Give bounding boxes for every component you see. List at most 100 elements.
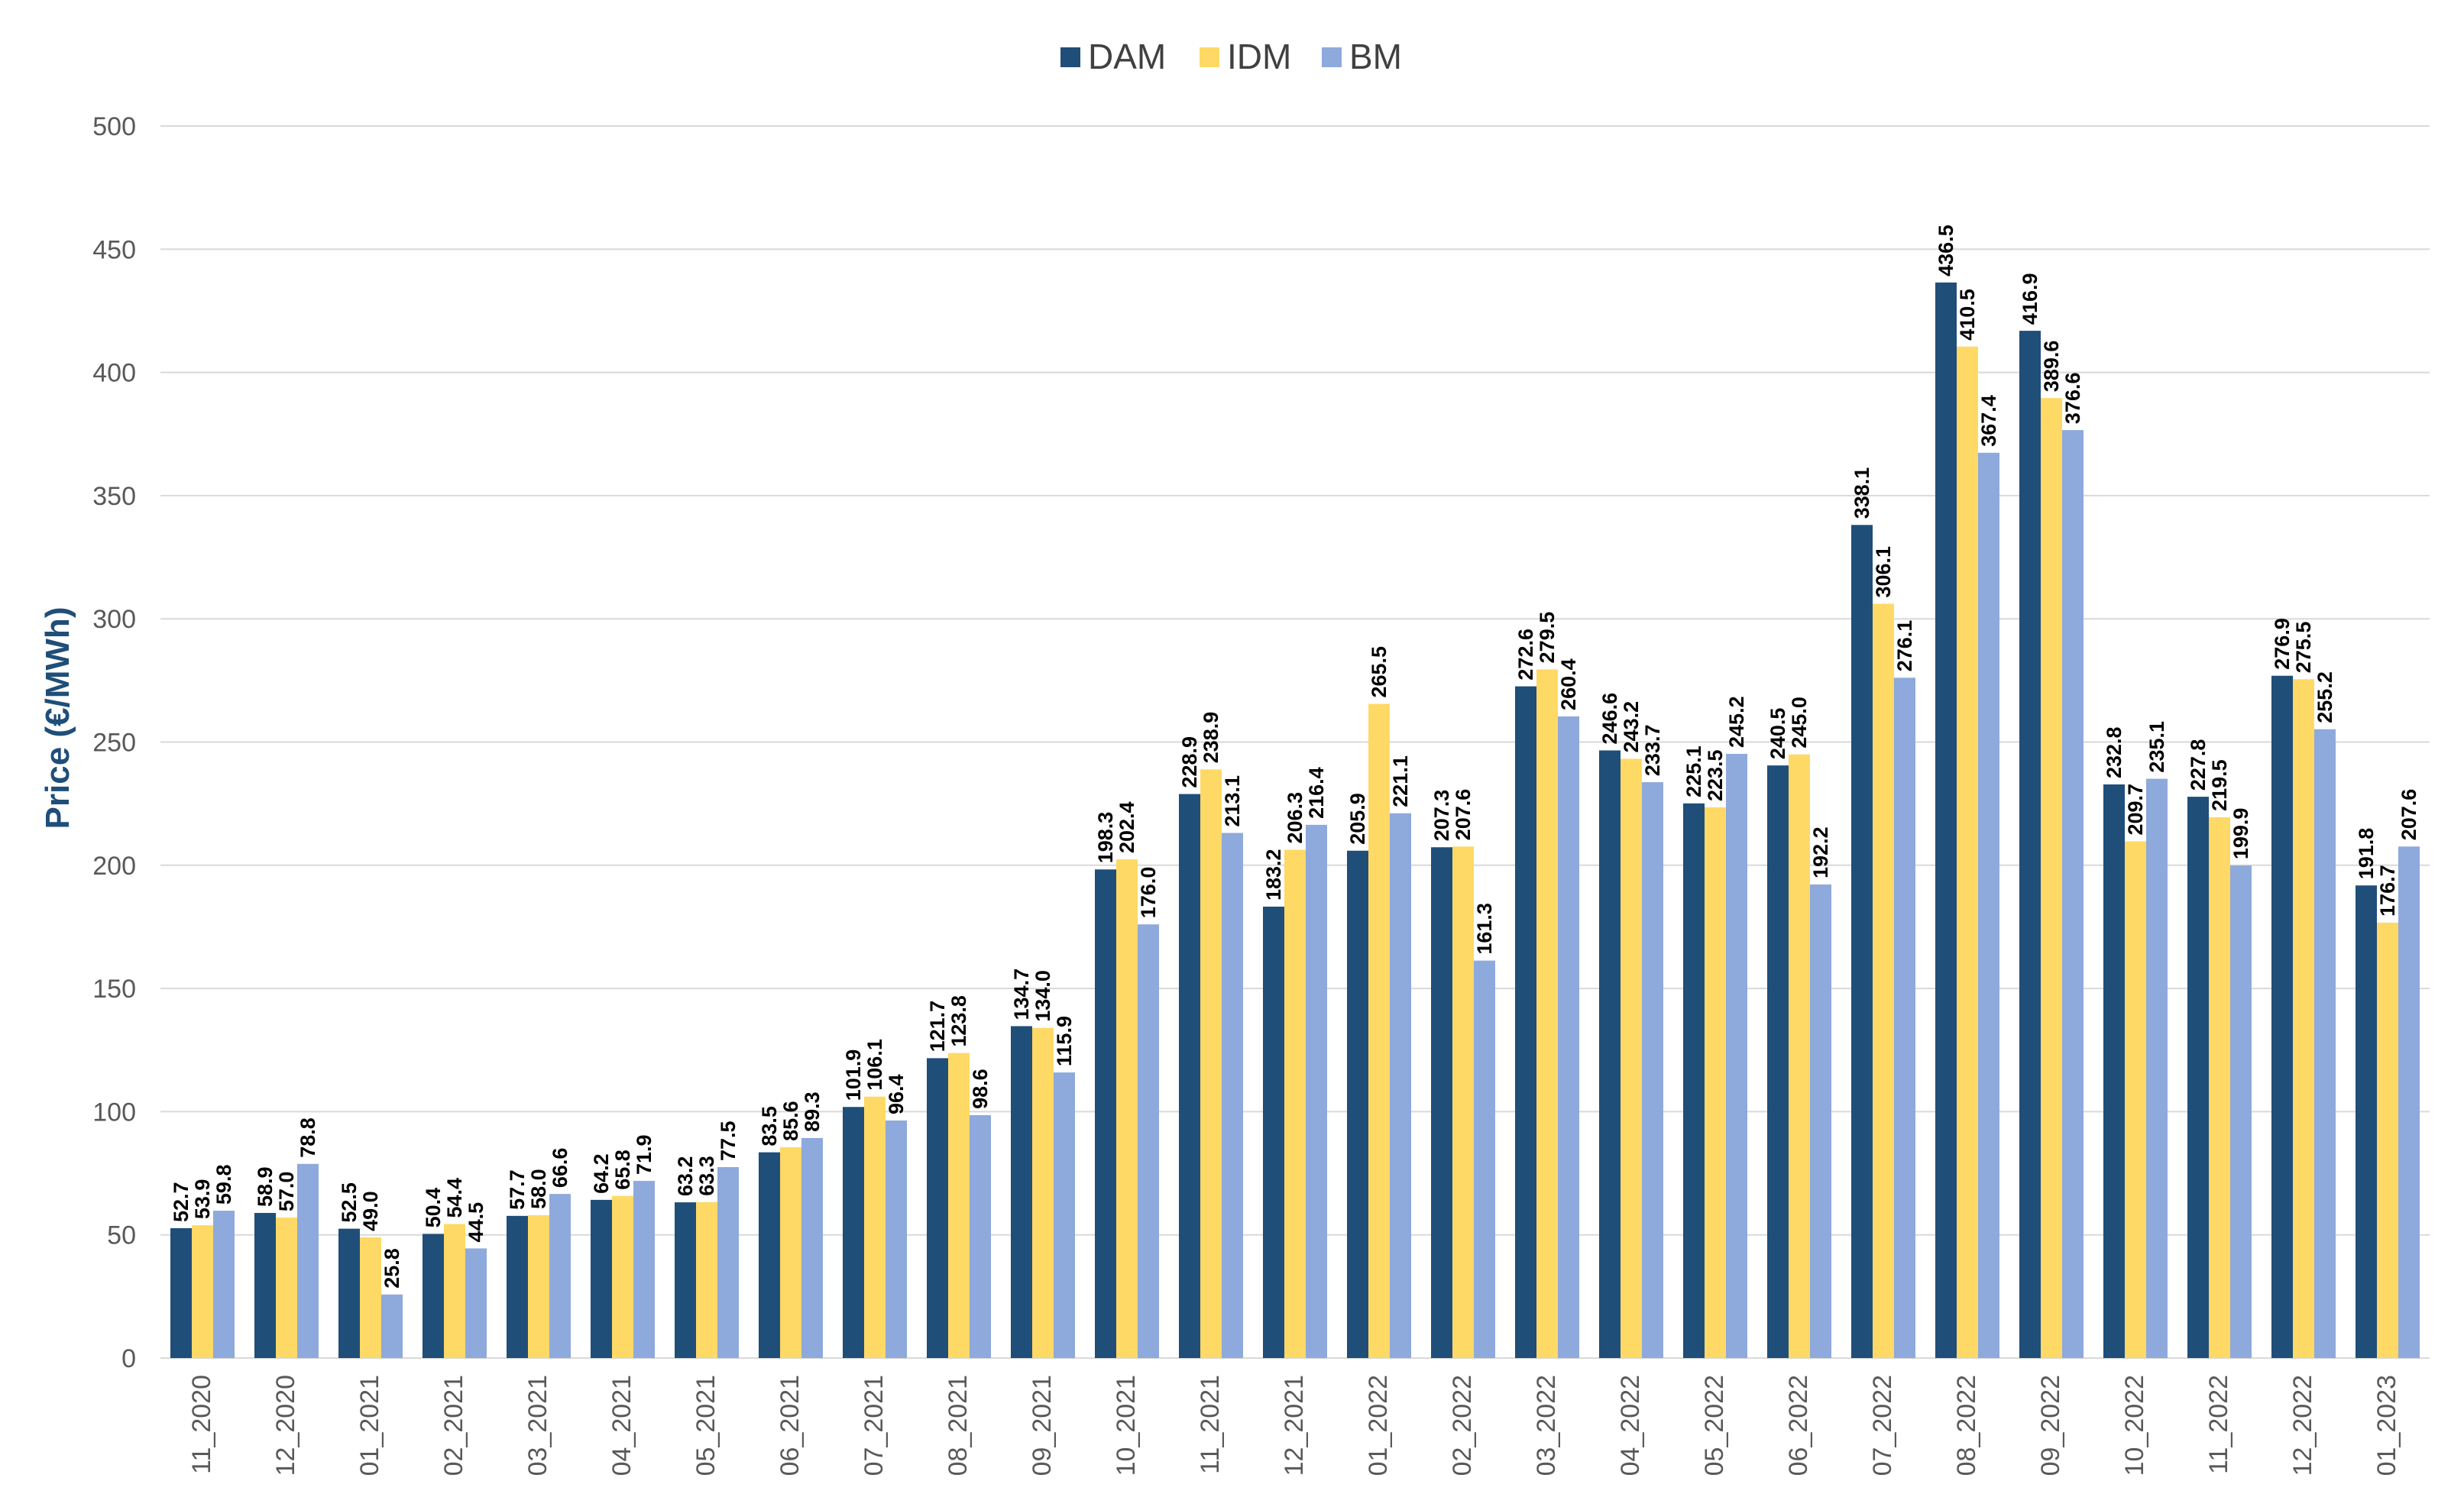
- data-label-idm-12_2020: 57.0: [275, 1172, 298, 1212]
- x-tick-label: 11_2020: [187, 1375, 216, 1474]
- data-label-idm-10_2021: 202.4: [1115, 801, 1138, 853]
- data-label-idm-07_2021: 106.1: [863, 1039, 886, 1091]
- data-label-idm-03_2022: 279.5: [1536, 612, 1559, 664]
- bar-idm-01_2022: [1368, 703, 1390, 1358]
- bar-bm-02_2022: [1474, 960, 1495, 1358]
- bar-dam-08_2021: [927, 1058, 948, 1358]
- data-label-bm-04_2022: 233.7: [1641, 725, 1664, 777]
- bar-dam-12_2022: [2271, 675, 2293, 1358]
- bar-bm-03_2021: [549, 1194, 571, 1358]
- y-tick-label: 350: [92, 482, 136, 511]
- data-label-dam-09_2022: 416.9: [2019, 273, 2041, 325]
- legend-swatch-dam: [1060, 47, 1080, 67]
- bar-bm-03_2022: [1558, 716, 1579, 1358]
- y-axis-label: Price (€/MWh): [39, 607, 76, 829]
- y-tick-label: 400: [92, 359, 136, 388]
- bar-idm-09_2021: [1032, 1027, 1054, 1358]
- bar-dam-08_2022: [1935, 282, 1957, 1358]
- bar-bm-12_2022: [2314, 729, 2336, 1358]
- data-label-bm-12_2020: 78.8: [296, 1117, 319, 1158]
- data-label-idm-11_2021: 238.9: [1200, 712, 1222, 764]
- bar-bm-07_2021: [886, 1121, 907, 1358]
- legend-label-bm: BM: [1349, 37, 1402, 76]
- bar-dam-06_2021: [759, 1152, 780, 1358]
- x-tick-label: 11_2021: [1196, 1375, 1225, 1474]
- x-tick-label: 04_2021: [607, 1375, 636, 1476]
- data-label-dam-02_2022: 207.3: [1430, 790, 1453, 842]
- bar-dam-04_2022: [1599, 750, 1621, 1358]
- bar-idm-02_2021: [444, 1224, 465, 1358]
- legend-swatch-idm: [1200, 47, 1219, 67]
- bar-idm-11_2020: [192, 1225, 213, 1358]
- data-label-bm-12_2022: 255.2: [2313, 671, 2336, 723]
- bar-bm-11_2022: [2230, 865, 2252, 1358]
- x-tick-label: 12_2021: [1280, 1375, 1309, 1476]
- x-tick-label: 05_2022: [1700, 1375, 1729, 1476]
- data-label-dam-11_2021: 228.9: [1178, 736, 1201, 788]
- bar-dam-01_2023: [2356, 885, 2377, 1358]
- data-label-bm-12_2021: 216.4: [1305, 767, 1328, 819]
- x-tick-label: 08_2022: [1952, 1375, 1981, 1476]
- data-label-dam-09_2021: 134.7: [1010, 969, 1033, 1020]
- data-label-dam-08_2022: 436.5: [1935, 225, 1957, 276]
- data-label-dam-08_2021: 121.7: [926, 1001, 949, 1053]
- bar-dam-07_2021: [843, 1107, 864, 1358]
- x-tick-label: 03_2021: [523, 1375, 552, 1476]
- x-tick-label: 07_2021: [860, 1375, 889, 1476]
- data-label-idm-08_2021: 123.8: [947, 995, 970, 1047]
- bar-idm-08_2022: [1957, 346, 1978, 1358]
- x-tick-label: 06_2021: [775, 1375, 805, 1476]
- data-label-idm-06_2021: 85.6: [779, 1101, 802, 1141]
- bar-bm-05_2022: [1726, 753, 1747, 1358]
- x-axis-ticks: 11_2020 12_2020 01_2021 02_2021 03_2021 04_20…: [187, 1375, 2401, 1476]
- data-label-bm-10_2022: 235.1: [2145, 721, 2168, 773]
- data-label-idm-12_2021: 206.3: [1284, 792, 1306, 844]
- bar-idm-02_2022: [1452, 846, 1474, 1358]
- bar-dam-10_2022: [2103, 784, 2125, 1358]
- x-tick-label: 01_2021: [355, 1375, 384, 1476]
- x-tick-label: 03_2022: [1532, 1375, 1561, 1476]
- data-label-bm-09_2022: 376.6: [2061, 373, 2084, 425]
- bar-dam-07_2022: [1851, 525, 1873, 1358]
- bar-dam-01_2021: [338, 1228, 360, 1358]
- bar-bm-04_2022: [1642, 782, 1663, 1358]
- bar-dam-05_2021: [675, 1202, 696, 1358]
- bar-dam-11_2022: [2187, 797, 2209, 1358]
- data-label-bm-01_2022: 221.1: [1389, 755, 1412, 807]
- bar-bm-07_2022: [1894, 678, 1915, 1358]
- data-label-idm-09_2022: 389.6: [2040, 341, 2063, 393]
- bar-bm-06_2021: [801, 1137, 823, 1358]
- legend-label-idm: IDM: [1227, 37, 1291, 76]
- x-tick-label: 08_2021: [944, 1375, 973, 1476]
- y-tick-label: 500: [92, 112, 136, 141]
- data-label-dam-06_2022: 240.5: [1766, 708, 1789, 760]
- data-label-bm-05_2021: 77.5: [717, 1121, 740, 1161]
- data-label-dam-02_2021: 50.4: [422, 1188, 445, 1228]
- bar-bm-02_2021: [465, 1248, 487, 1358]
- y-tick-label: 450: [92, 235, 136, 264]
- x-tick-label: 12_2020: [271, 1375, 300, 1476]
- bar-dam-06_2022: [1767, 765, 1789, 1358]
- bar-idm-07_2022: [1873, 603, 1894, 1358]
- bar-bm-04_2021: [633, 1181, 655, 1358]
- data-label-dam-04_2022: 246.6: [1598, 693, 1621, 745]
- data-label-bm-03_2021: 66.6: [549, 1148, 571, 1188]
- x-tick-label: 06_2022: [1784, 1375, 1813, 1476]
- bar-dam-05_2022: [1683, 803, 1705, 1358]
- bar-idm-05_2021: [696, 1201, 717, 1358]
- data-label-bm-11_2021: 213.1: [1221, 775, 1244, 827]
- data-label-dam-12_2021: 183.2: [1262, 849, 1285, 901]
- data-label-idm-01_2022: 265.5: [1368, 646, 1391, 698]
- bar-idm-09_2022: [2041, 398, 2062, 1358]
- data-label-dam-04_2021: 64.2: [590, 1153, 613, 1194]
- data-label-idm-05_2021: 63.3: [695, 1156, 718, 1196]
- y-axis-ticks: 0 50 100 150 200 250 300 350 400 450 500: [92, 112, 136, 1373]
- y-tick-label: 50: [107, 1221, 136, 1250]
- bar-dam-10_2021: [1095, 869, 1116, 1358]
- data-label-dam-07_2022: 338.1: [1850, 467, 1873, 519]
- y-tick-label: 100: [92, 1098, 136, 1127]
- bar-bm-10_2022: [2146, 778, 2168, 1358]
- data-label-dam-05_2021: 63.2: [674, 1156, 697, 1197]
- bar-bm-12_2020: [297, 1163, 319, 1358]
- x-tick-label: 02_2022: [1448, 1375, 1477, 1476]
